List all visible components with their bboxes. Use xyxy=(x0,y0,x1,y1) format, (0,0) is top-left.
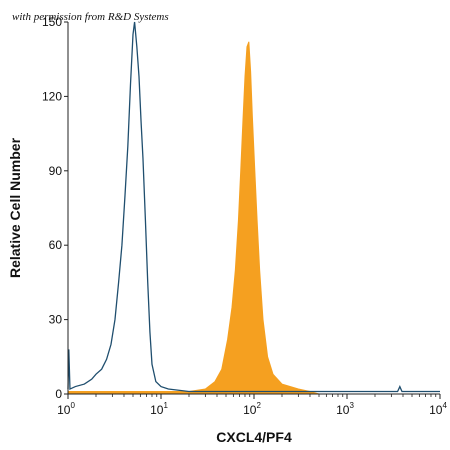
x-tick-label: 103 xyxy=(336,401,354,417)
filled-histogram xyxy=(67,41,320,395)
x-axis-title: CXCL4/PF4 xyxy=(216,429,292,445)
control-histogram-outline xyxy=(67,21,440,393)
y-tick-label: 120 xyxy=(42,89,62,103)
x-tick-label: 104 xyxy=(429,401,447,417)
y-tick-label: 60 xyxy=(49,238,63,252)
x-axis: 100 101 102 103 104 xyxy=(57,393,447,417)
x-tick-label: 100 xyxy=(57,401,75,417)
y-axis: 0 30 60 90 120 150 xyxy=(42,15,69,401)
y-tick-label: 0 xyxy=(55,387,62,401)
y-tick-label: 30 xyxy=(49,313,63,327)
plot-area xyxy=(67,21,440,395)
y-axis-title: Relative Cell Number xyxy=(7,137,23,278)
y-tick-label: 90 xyxy=(49,164,63,178)
x-tick-label: 102 xyxy=(243,401,261,417)
y-tick-label: 150 xyxy=(42,15,62,29)
credit-text: with permission from R&D Systems xyxy=(12,11,169,23)
x-tick-label: 101 xyxy=(150,401,168,417)
